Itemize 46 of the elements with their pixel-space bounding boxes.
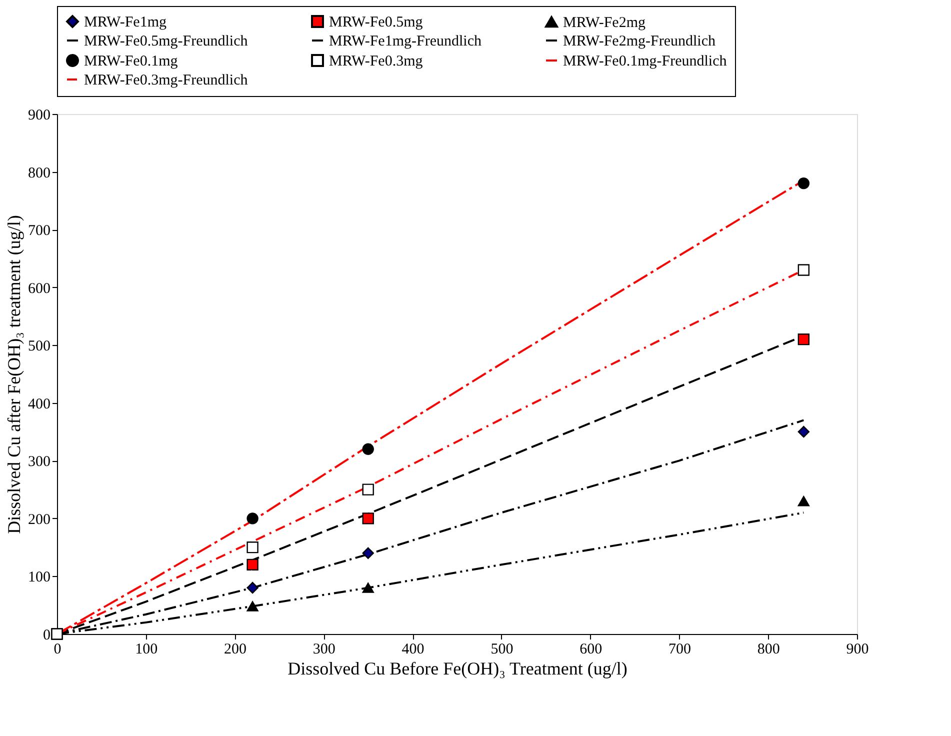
y-tick-label: 200 bbox=[28, 512, 50, 528]
y-tick-label: 600 bbox=[28, 280, 50, 297]
point bbox=[798, 426, 810, 438]
x-tick-label: 600 bbox=[580, 642, 602, 658]
point bbox=[362, 512, 374, 524]
y-tick-label: 800 bbox=[28, 165, 50, 182]
point bbox=[798, 333, 810, 346]
y-tick-label: 400 bbox=[28, 396, 50, 412]
x-tick-label: 400 bbox=[402, 642, 424, 658]
y-tick-label: 100 bbox=[28, 570, 50, 586]
x-tick-label: 500 bbox=[490, 642, 514, 658]
legend-label: MRW-Fe0.3mg bbox=[329, 54, 424, 70]
y-axis-title: Dissolved Cu after Fe(OH)₃ treatment (ug/l) bbox=[4, 215, 24, 534]
legend-label: MRW-Fe0.5mg bbox=[329, 14, 424, 31]
legend-label: MRW-Fe0.1mg bbox=[84, 54, 178, 70]
point bbox=[798, 264, 810, 276]
point bbox=[362, 547, 374, 559]
x-tick-label: 200 bbox=[224, 642, 247, 658]
x-tick-label: 0 bbox=[54, 642, 62, 658]
legend-label: MRW-Fe0.3mg-Freundlich bbox=[84, 72, 248, 88]
y-tick-label: 500 bbox=[28, 338, 50, 355]
legend-label: MRW-Fe1mg-Freundlich bbox=[329, 34, 482, 50]
point bbox=[246, 512, 258, 524]
x-tick-label: 100 bbox=[135, 642, 158, 658]
legend-label: MRW-Fe1mg bbox=[84, 14, 168, 31]
point bbox=[798, 496, 810, 506]
legend-label: MRW-Fe0.1mg-Freundlich bbox=[563, 54, 728, 70]
point bbox=[246, 601, 258, 612]
x-tick-label: 800 bbox=[757, 642, 780, 658]
legend-label: MRW-Fe2mg-Freundlich bbox=[563, 34, 716, 50]
point bbox=[362, 484, 374, 496]
point bbox=[246, 558, 258, 571]
y-tick-label: 900 bbox=[28, 108, 50, 124]
point bbox=[362, 443, 374, 455]
y-tick-label: 700 bbox=[28, 223, 50, 240]
legend-label: MRW-Fe0.5mg-Freundlich bbox=[84, 34, 248, 50]
point bbox=[798, 178, 810, 190]
x-tick-label: 300 bbox=[312, 642, 336, 658]
x-tick-label: 700 bbox=[668, 642, 691, 658]
y-tick-label: 0 bbox=[43, 628, 50, 644]
legend-label: MRW-Fe2mg bbox=[563, 14, 646, 31]
point bbox=[246, 582, 258, 594]
x-tick-label: 900 bbox=[846, 642, 869, 658]
point bbox=[362, 582, 374, 593]
y-tick-label: 300 bbox=[28, 454, 50, 470]
x-axis-title: Dissolved Cu Before Fe(OH)₃ Treatment (ug/l) bbox=[288, 658, 628, 678]
